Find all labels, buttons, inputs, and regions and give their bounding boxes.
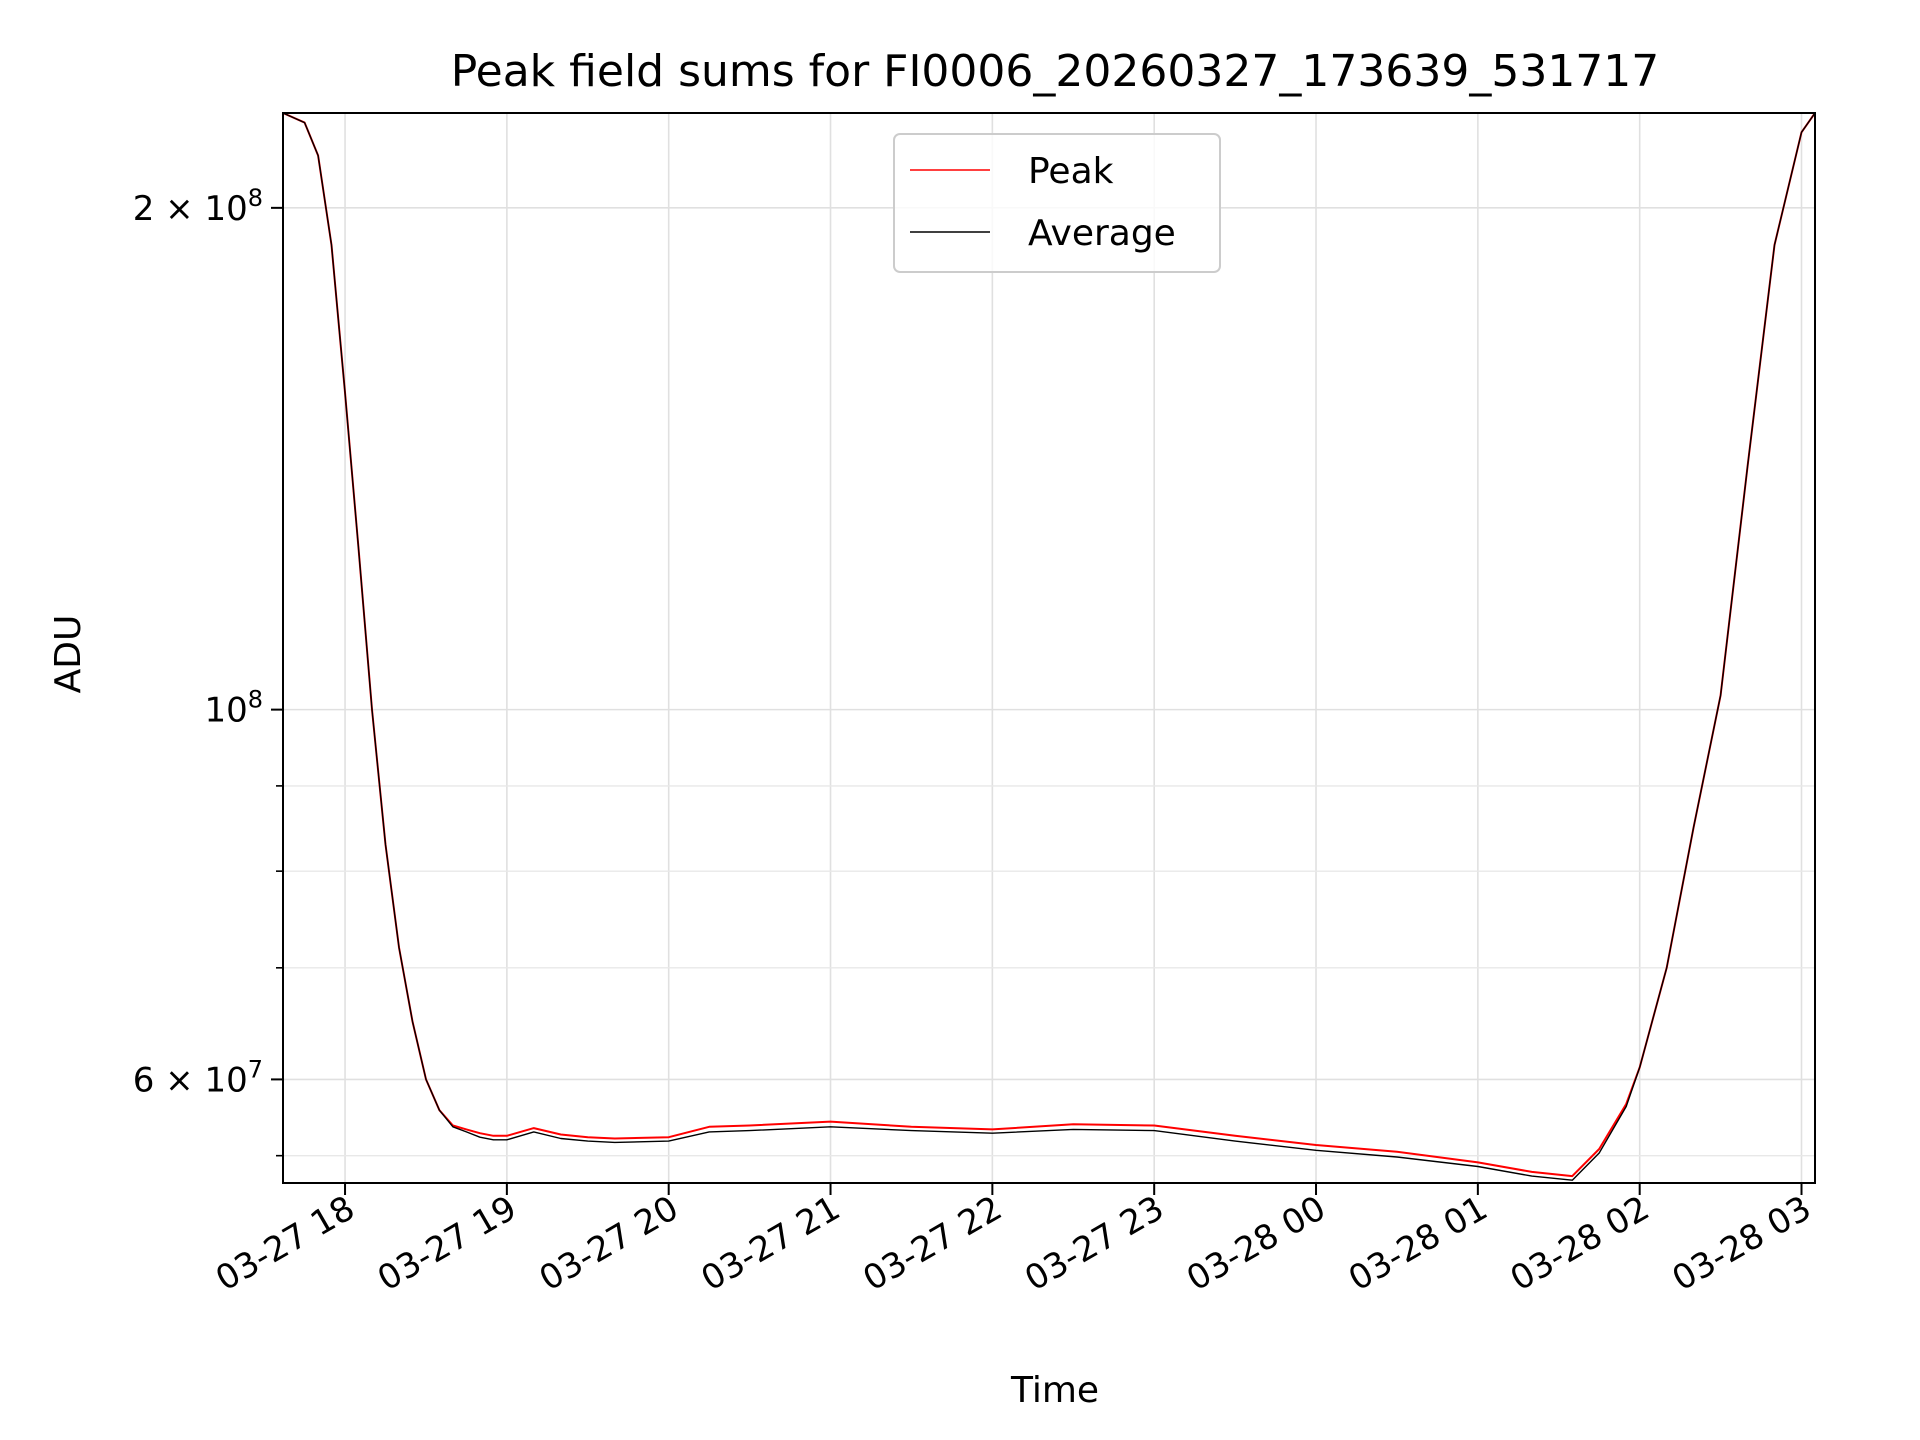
legend-average-label: Average [1028,213,1176,254]
y-tick-label-base: 2 × 10 [133,189,248,229]
y-tick-label-exponent: 7 [248,1055,263,1083]
y-tick-label: 108 [204,686,263,731]
legend-peak-label: Peak [1028,151,1114,192]
legend-box [893,133,1221,273]
y-tick-label-base: 6 × 10 [133,1060,248,1100]
y-tick-label-exponent: 8 [248,686,263,714]
y-tick-label: 6 × 107 [133,1055,263,1100]
series-layer [282,112,1816,1181]
series-line-average [282,112,1816,1181]
y-tick-label-base: 10 [204,691,247,731]
y-tick-label-exponent: 8 [248,184,263,212]
y-tick-label: 2 × 108 [133,184,263,229]
chart-title: Peak field sums for FI0006_20260327_1736… [451,46,1660,97]
plot-frame [282,112,1816,1184]
x-axis-label: Time [1010,1370,1099,1411]
legend: Peak Average [893,133,1221,273]
y-axis-label: ADU [48,615,89,694]
